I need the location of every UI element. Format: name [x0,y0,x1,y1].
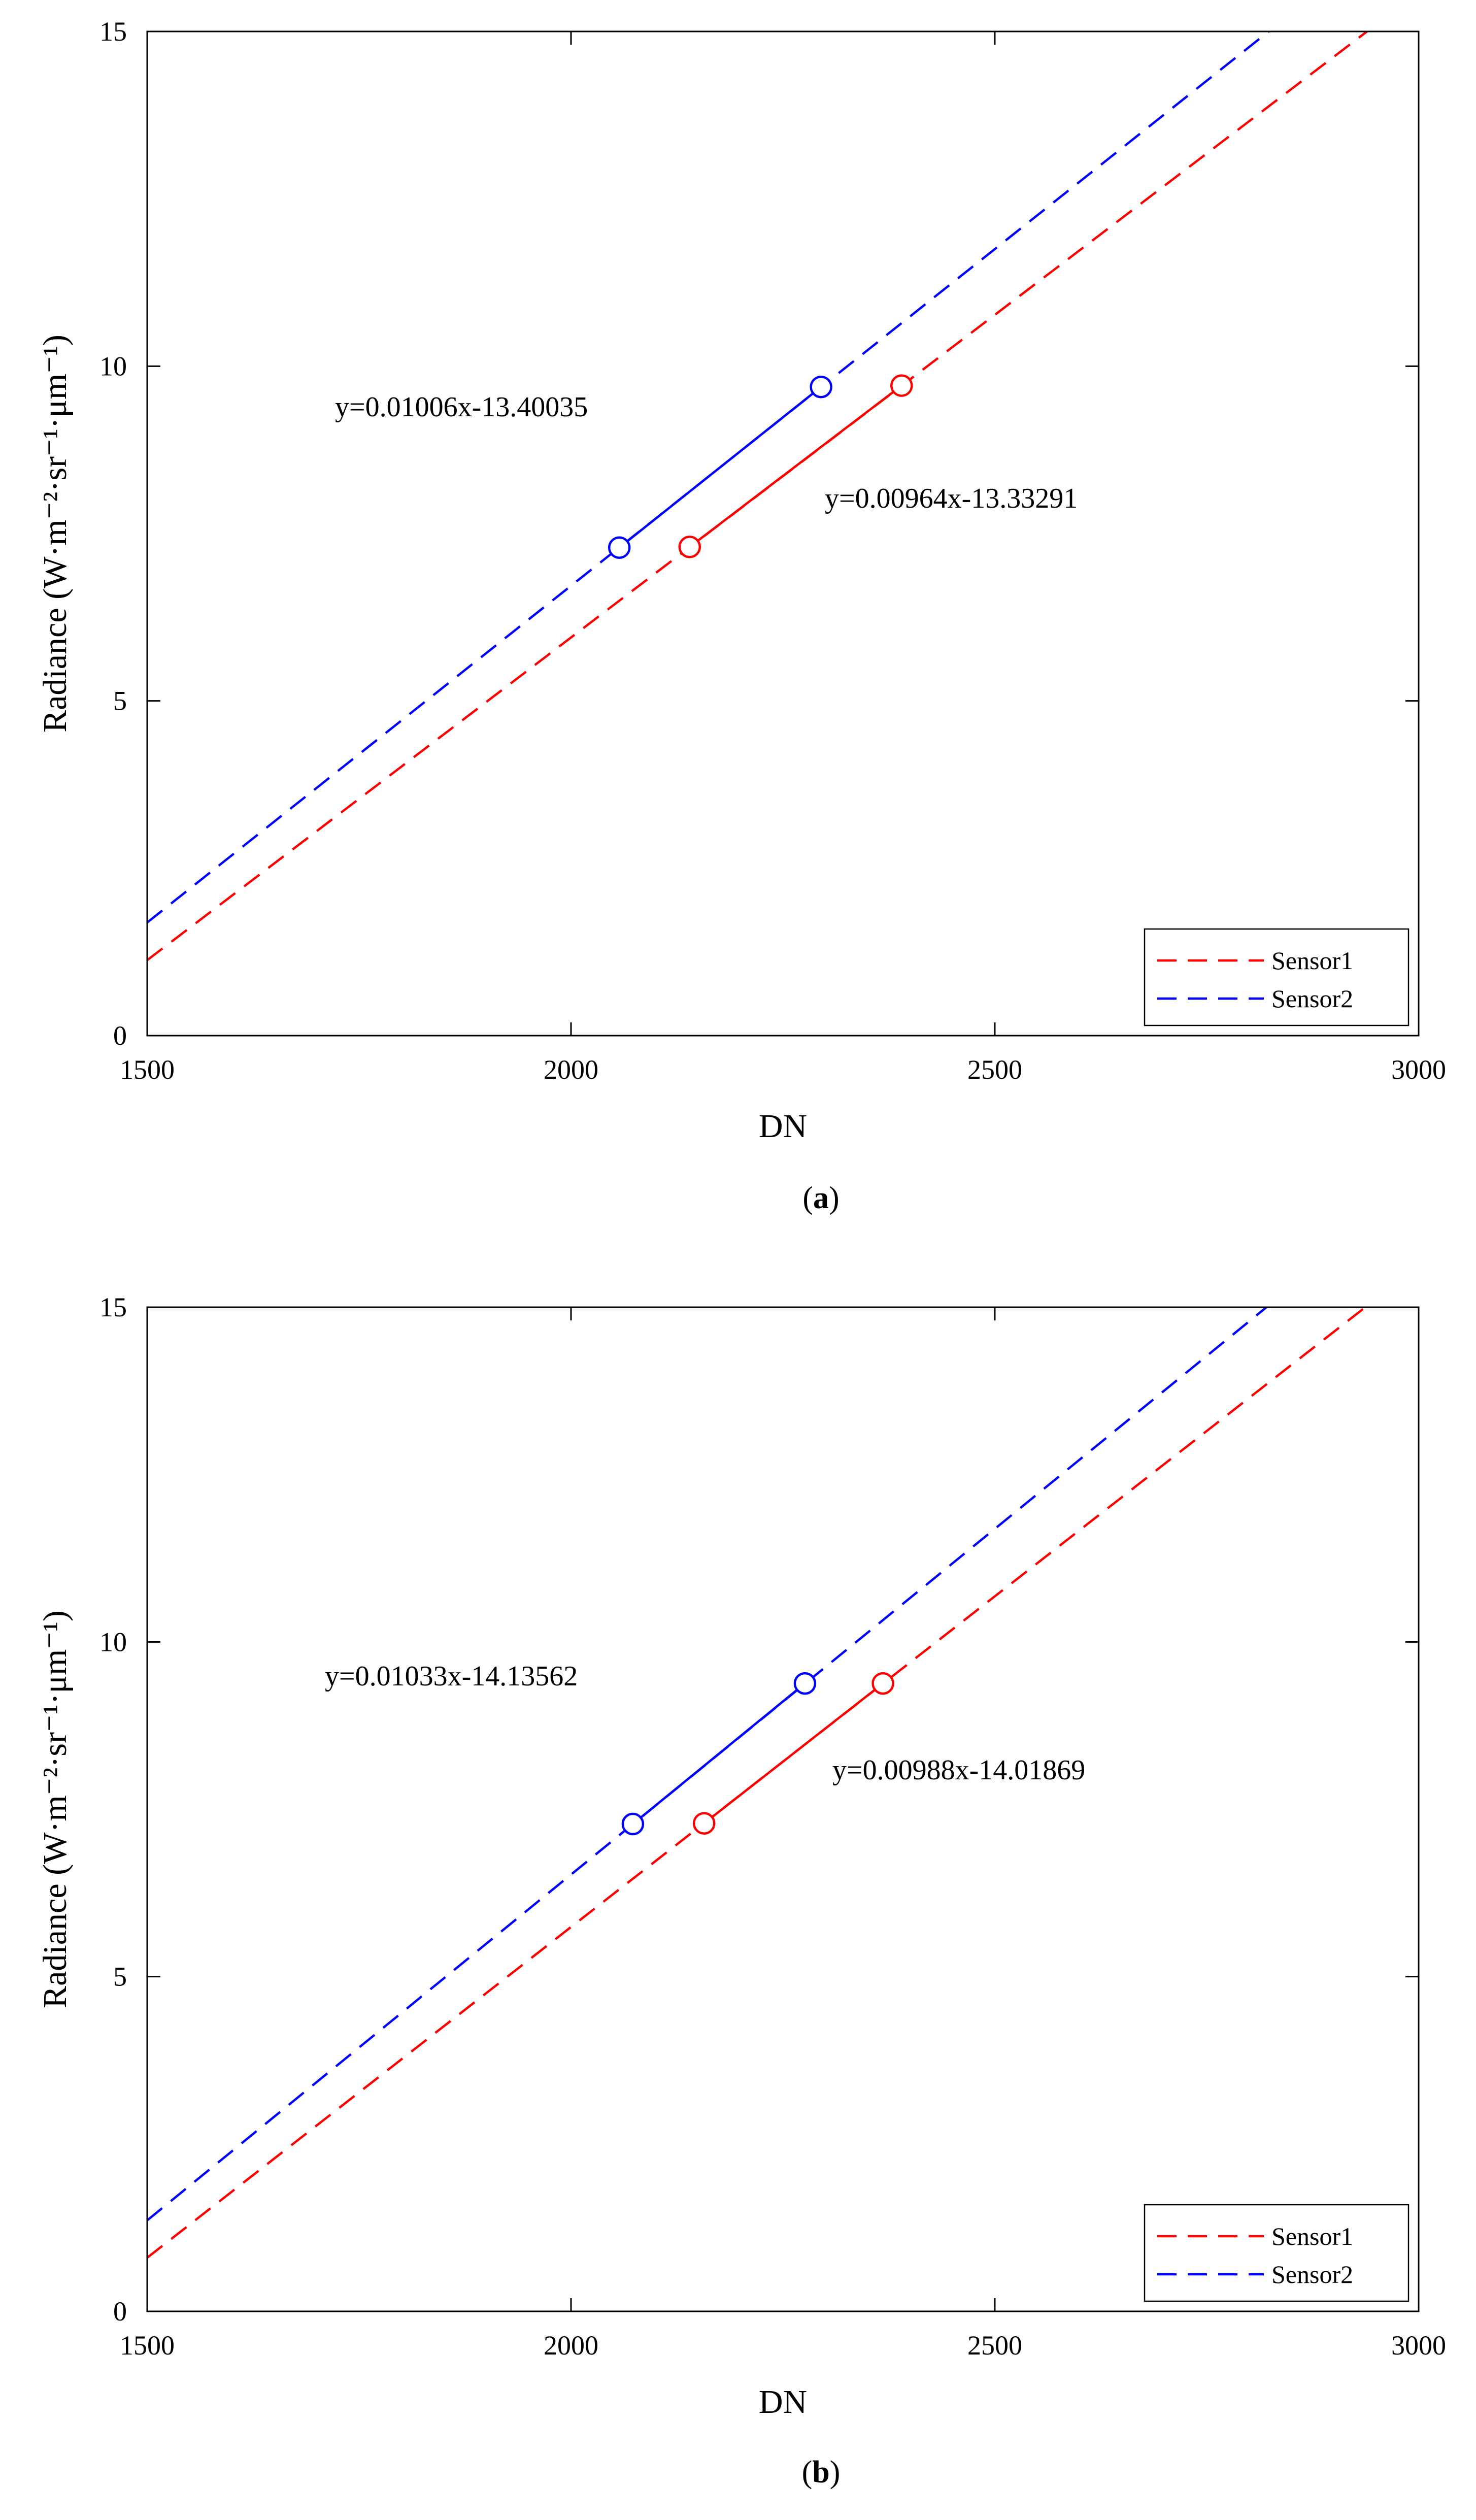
equation-label-sensor2: y=0.01033x-14.13562 [325,1661,578,1692]
y-tick-label: 5 [113,686,127,716]
y-tick-label: 10 [99,1627,127,1657]
caption-open: ( [802,1181,813,1215]
x-tick-label: 2000 [544,2330,598,2361]
axes-frame [146,1306,1420,2312]
plot-area [147,31,1369,961]
plot-area [147,1307,1367,2259]
equation-label-sensor1: y=0.00964x-13.33291 [825,483,1078,514]
series-sensor2-segment [618,386,822,549]
caption-letter: a [813,1181,829,1215]
caption-close: ) [830,2455,841,2490]
series-sensor1-point [871,1672,894,1695]
x-tick-label: 3000 [1391,2330,1446,2361]
series-sensor2-point [793,1672,817,1695]
chart-panel-b: 1500 2000 2500 3000 0 5 10 15 DN Radiance (W·m⁻²·… [37,1292,1446,2490]
series-sensor2-fit-line [147,31,1271,923]
legend-label-sensor1: Sensor1 [1271,2222,1353,2250]
x-tick-label: 2000 [544,1054,598,1085]
series-sensor2-segment [632,1682,806,1825]
legend-label-sensor2: Sensor2 [1271,2260,1353,2289]
x-tick-label: 3000 [1391,1054,1446,1085]
caption-open: ( [802,2455,813,2490]
series-sensor1-point [890,374,913,397]
y-tick-label: 0 [113,1020,127,1051]
series-sensor2-point [810,375,832,399]
y-axis-label: Radiance (W·m⁻²·sr⁻¹·μm⁻¹) [37,335,74,733]
x-axis-label: DN [759,1108,807,1145]
axes-frame [146,30,1420,1037]
x-tick-label: 1500 [120,1054,175,1085]
series-sensor1-segment [689,384,902,548]
y-tick-label: 5 [113,1962,127,1992]
caption-letter: b [812,2455,829,2490]
chart-panel-a: 1500 2000 2500 3000 0 5 10 15 DN Radiance (W·m⁻²·… [37,16,1446,1215]
series-sensor1-point [678,536,701,558]
x-tick-label: 2500 [967,2330,1022,2361]
series-sensor1-segment [703,1682,884,1825]
panel-caption: (a) [802,1181,839,1215]
panel-caption: (b) [802,2455,841,2490]
series-sensor2-point [621,1812,645,1836]
y-axis-label: Radiance (W·m⁻²·sr⁻¹·μm⁻¹) [37,1610,74,2008]
legend-box [1144,2204,1410,2302]
legend: Sensor1 Sensor2 [1144,2204,1410,2302]
y-tick-label: 0 [113,2296,127,2327]
series-sensor1-point [692,1812,716,1835]
equation-label-sensor1: y=0.00988x-14.01869 [832,1754,1085,1786]
y-tick-label: 15 [99,1292,127,1322]
legend-label-sensor2: Sensor2 [1271,984,1353,1013]
y-tick-label: 15 [99,16,127,47]
equation-label-sensor2: y=0.01006x-13.40035 [335,391,588,423]
series-sensor2-point [608,536,631,559]
y-tick-label: 10 [99,351,127,381]
caption-close: ) [829,1181,840,1215]
x-tick-label: 2500 [967,1054,1022,1085]
legend-label-sensor1: Sensor1 [1271,946,1353,975]
x-tick-label: 1500 [120,2330,175,2361]
series-sensor1-fit-line [147,31,1369,961]
legend: Sensor1 Sensor2 [1144,928,1410,1026]
legend-box [1144,928,1410,1026]
x-axis-label: DN [759,2383,807,2420]
